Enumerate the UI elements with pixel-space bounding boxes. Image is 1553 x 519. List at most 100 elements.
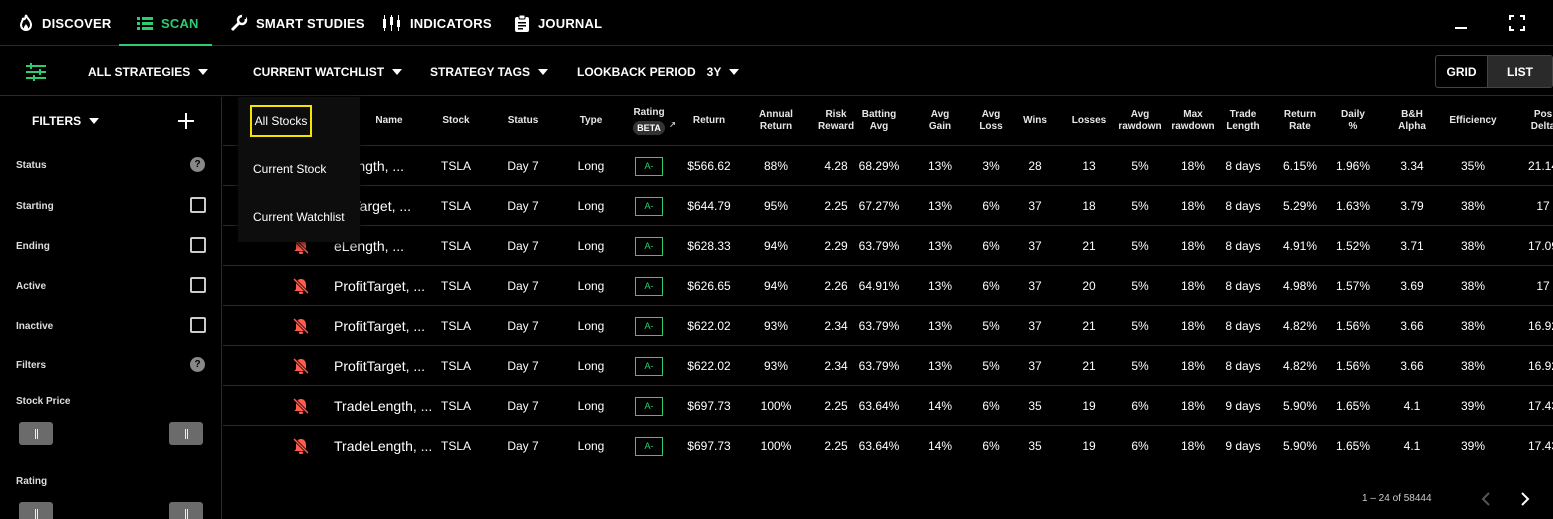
candles-icon — [383, 15, 400, 31]
nav-discover[interactable]: DISCOVER — [18, 0, 112, 46]
cell-status: Day 7 — [507, 199, 539, 213]
starting-checkbox[interactable] — [190, 197, 206, 213]
column-header-loss[interactable]: Avg Loss — [979, 109, 1003, 132]
column-header-stock[interactable]: Stock — [442, 115, 470, 126]
inactive-checkbox[interactable] — [190, 317, 206, 333]
list-view-button[interactable]: LIST — [1488, 56, 1552, 87]
cell-rr: 4.91% — [1282, 239, 1318, 253]
cell-wins: 28 — [1028, 159, 1042, 173]
alert-off-icon[interactable] — [275, 306, 327, 346]
all-strategies-dropdown[interactable]: ALL STRATEGIES — [88, 47, 209, 96]
pagination-range: 1 – 24 of 58444 — [1362, 493, 1432, 504]
column-header-bat[interactable]: Batting Avg — [861, 109, 897, 132]
minimize-icon[interactable] — [1450, 12, 1472, 34]
column-header-pos[interactable]: Pos Delta — [1530, 109, 1553, 132]
cell-status: Day 7 — [507, 399, 539, 413]
cell-rr: 6.15% — [1282, 159, 1318, 173]
menu-item-current-watchlist[interactable]: Current Watchlist — [253, 210, 345, 224]
nav-scan[interactable]: SCAN — [119, 0, 212, 46]
column-header-risk[interactable]: Risk Reward — [817, 109, 855, 132]
cell-daily: 1.96% — [1335, 159, 1371, 173]
filter-settings-icon[interactable] — [26, 47, 46, 96]
alert-off-icon[interactable] — [275, 346, 327, 386]
previous-page-icon[interactable] — [1476, 489, 1496, 509]
cell-type: Long — [577, 319, 605, 333]
cell-type: Long — [577, 439, 605, 453]
filters-title: FILTERS — [32, 114, 82, 128]
table-row[interactable]: ProfitTarget, ... TSLA Day 7 Long A- $622.02 9… — [223, 305, 1553, 345]
ending-checkbox[interactable] — [190, 237, 206, 253]
cell-ret: $697.73 — [687, 439, 731, 453]
cell-bat: 67.27% — [858, 199, 900, 213]
column-header-losses[interactable]: Losses — [1071, 115, 1107, 126]
table-row[interactable]: TradeLength, ... TSLA Day 7 Long A- $697.73 10… — [223, 425, 1553, 465]
stock-price-min-handle[interactable] — [19, 422, 53, 445]
all-strategies-label: ALL STRATEGIES — [88, 64, 191, 79]
column-header-gain[interactable]: Avg Gain — [928, 109, 952, 132]
strategy-tags-dropdown[interactable]: STRATEGY TAGS — [430, 47, 549, 96]
alert-off-icon[interactable] — [275, 426, 327, 466]
rating-min-handle[interactable] — [19, 502, 53, 519]
column-header-tl[interactable]: Trade Length — [1226, 109, 1260, 132]
table-row[interactable]: ProfitTarget, ... TSLA Day 7 Long A- $626.65 9… — [223, 265, 1553, 305]
grid-view-button[interactable]: GRID — [1436, 56, 1488, 87]
filters-dropdown[interactable]: FILTERS — [32, 114, 100, 128]
column-header-daily[interactable]: Daily% — [1341, 109, 1365, 132]
status-option-label: Starting — [16, 201, 54, 212]
column-header-status[interactable]: Status — [507, 115, 539, 126]
column-header-type[interactable]: Type — [579, 115, 603, 126]
cell-stock: TSLA — [440, 399, 471, 413]
menu-item-current-stock[interactable]: Current Stock — [253, 162, 327, 176]
cell-wins: 35 — [1028, 439, 1042, 453]
nav-smart-studies[interactable]: SMART STUDIES — [230, 0, 365, 46]
nav-indicators-label: INDICATORS — [410, 15, 492, 31]
column-header-avgdd[interactable]: Avg rawdown — [1118, 109, 1162, 132]
stock-price-max-handle[interactable] — [169, 422, 203, 445]
cell-rr: 4.82% — [1282, 319, 1318, 333]
cell-tl: 8 days — [1225, 159, 1261, 173]
table-row[interactable]: eLength, ... TSLA Day 7 Long A- $628.33 94% 2.2… — [223, 225, 1553, 265]
lookback-period-dropdown[interactable]: LOOKBACK PERIOD 3Y — [577, 47, 740, 96]
column-header-rr[interactable]: Return Rate — [1283, 109, 1317, 132]
column-header-eff[interactable]: Efficiency — [1449, 115, 1497, 126]
column-header-wins[interactable]: Wins — [1023, 115, 1047, 126]
rating-max-handle[interactable] — [169, 502, 203, 519]
cell-tl: 8 days — [1225, 239, 1261, 253]
rating-value: A- — [635, 156, 663, 176]
active-checkbox[interactable] — [190, 277, 206, 293]
column-header-ret[interactable]: Return — [692, 115, 726, 126]
cell-losses: 18 — [1082, 199, 1096, 213]
next-page-icon[interactable] — [1515, 489, 1535, 509]
sort-arrow-icon[interactable]: ↗ — [669, 120, 676, 129]
table-row[interactable]: ProfitTarget, ... TSLA Day 7 Long A- $622.02 9… — [223, 345, 1553, 385]
nav-journal[interactable]: JOURNAL — [514, 0, 602, 46]
menu-item-all-stocks[interactable]: All Stocks — [250, 105, 312, 137]
table-row[interactable]: TradeLength, ... TSLA Day 7 Long A- $697.73 10… — [223, 385, 1553, 425]
column-header-annual[interactable]: Annual Return — [759, 109, 793, 132]
cell-wins: 37 — [1028, 359, 1042, 373]
nav-indicators[interactable]: INDICATORS — [382, 0, 492, 46]
alert-off-icon[interactable] — [275, 386, 327, 426]
cell-eff: 39% — [1460, 399, 1486, 413]
alert-off-icon[interactable] — [275, 266, 327, 306]
cell-ret: $697.73 — [687, 399, 731, 413]
lookback-period-value: 3Y — [706, 64, 722, 79]
column-header-maxdd[interactable]: Max rawdown — [1171, 109, 1215, 132]
column-header-bh[interactable]: B&H Alpha — [1398, 109, 1426, 132]
help-icon[interactable]: ? — [190, 157, 205, 172]
cell-name: ProfitTarget, ... — [334, 358, 426, 374]
table-row[interactable]: eLength, ... TSLA Day 7 Long A- $566.62 88% 4.2… — [223, 145, 1553, 185]
help-icon[interactable]: ? — [190, 357, 205, 372]
fullscreen-icon[interactable] — [1506, 12, 1528, 34]
chevron-down-icon — [89, 118, 100, 124]
column-header-rating[interactable]: Rating BETA ↗ — [622, 97, 676, 145]
cell-risk: 2.34 — [824, 359, 848, 373]
cell-eff: 35% — [1460, 159, 1486, 173]
cell-gain: 14% — [927, 439, 953, 453]
column-header-name[interactable]: Name — [375, 115, 403, 126]
current-watchlist-dropdown[interactable]: CURRENT WATCHLIST — [253, 47, 403, 96]
cell-pos: 16.92 — [1527, 319, 1553, 333]
cell-avgdd: 6% — [1131, 399, 1149, 413]
plus-icon[interactable] — [176, 111, 196, 131]
table-row[interactable]: ofitTarget, ... TSLA Day 7 Long A- $644.79 95%… — [223, 185, 1553, 225]
